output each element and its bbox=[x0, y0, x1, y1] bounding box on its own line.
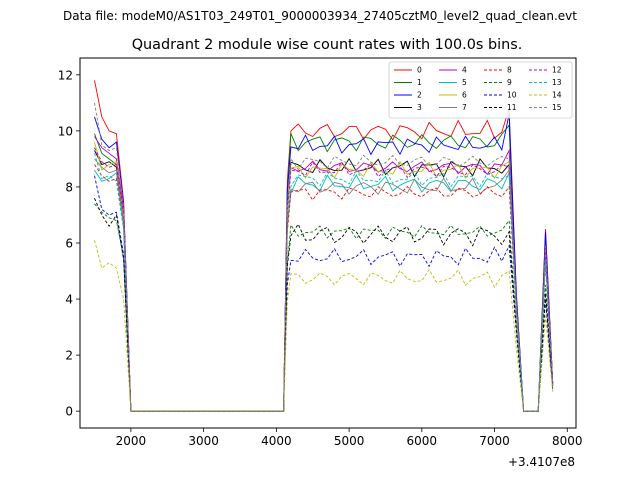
series-line-2 bbox=[94, 114, 554, 412]
legend-label-7: 7 bbox=[462, 103, 467, 112]
legend-box bbox=[388, 61, 573, 119]
legend-label-2: 2 bbox=[417, 91, 422, 100]
y-tick-label: 10 bbox=[58, 124, 73, 138]
legend-label-11: 11 bbox=[507, 103, 517, 112]
x-tick-label: 5000 bbox=[334, 434, 365, 448]
legend-label-1: 1 bbox=[417, 78, 422, 87]
series-line-15 bbox=[94, 102, 554, 412]
x-offset-label: +3.4107e8 bbox=[508, 455, 575, 469]
x-tick-label: 4000 bbox=[261, 434, 292, 448]
x-tick-label: 8000 bbox=[552, 434, 583, 448]
series-line-0 bbox=[94, 80, 554, 412]
legend-label-13: 13 bbox=[552, 78, 562, 87]
series-line-12 bbox=[94, 147, 554, 412]
y-tick-label: 4 bbox=[65, 293, 73, 307]
x-tick-label: 2000 bbox=[116, 434, 147, 448]
legend-label-15: 15 bbox=[552, 103, 562, 112]
legend-label-9: 9 bbox=[507, 78, 512, 87]
y-tick-label: 2 bbox=[65, 349, 73, 363]
legend-label-5: 5 bbox=[462, 78, 467, 87]
legend-label-12: 12 bbox=[552, 66, 562, 75]
legend-label-8: 8 bbox=[507, 66, 512, 75]
legend-label-10: 10 bbox=[507, 91, 517, 100]
legend-label-3: 3 bbox=[417, 103, 422, 112]
series-line-10 bbox=[94, 175, 554, 412]
y-tick-label: 12 bbox=[58, 68, 73, 82]
legend-label-0: 0 bbox=[417, 66, 422, 75]
x-tick-label: 7000 bbox=[479, 434, 510, 448]
x-tick-label: 6000 bbox=[407, 434, 438, 448]
legend-label-4: 4 bbox=[462, 66, 467, 75]
series-line-8 bbox=[94, 164, 554, 412]
legend-label-6: 6 bbox=[462, 91, 467, 100]
legend-label-14: 14 bbox=[552, 91, 562, 100]
suptitle: Data file: modeM0/AS1T03_249T01_90000039… bbox=[63, 9, 577, 23]
series-line-13 bbox=[94, 153, 554, 412]
chart-title: Quadrant 2 module wise count rates with … bbox=[132, 37, 523, 53]
y-tick-label: 8 bbox=[65, 180, 73, 194]
y-axis: 0 2 4 6 8 10 12 bbox=[58, 68, 80, 419]
x-axis: 2000 3000 4000 5000 6000 7000 8000 bbox=[116, 428, 583, 448]
y-tick-label: 0 bbox=[65, 405, 73, 419]
y-tick-label: 6 bbox=[65, 237, 73, 251]
plot-lines bbox=[94, 80, 554, 412]
x-tick-label: 3000 bbox=[188, 434, 219, 448]
series-line-9 bbox=[94, 203, 554, 412]
